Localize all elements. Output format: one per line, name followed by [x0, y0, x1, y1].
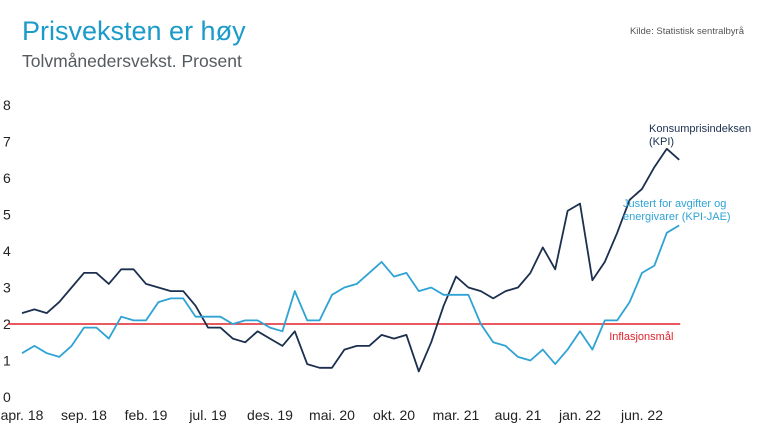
x-tick-label: okt. 20 — [373, 407, 415, 423]
x-tick-label: apr. 18 — [1, 407, 44, 423]
y-tick-label: 2 — [3, 316, 11, 332]
y-tick-label: 5 — [3, 207, 11, 223]
x-tick-label: sep. 18 — [61, 407, 107, 423]
y-tick-label: 7 — [3, 134, 11, 150]
chart-subtitle: Tolvmånedersvekst. Prosent — [22, 51, 242, 71]
y-tick-label: 4 — [3, 243, 11, 259]
x-tick-label: jun. 22 — [620, 407, 663, 423]
source-label: Kilde: Statistisk sentralbyrå — [629, 26, 744, 37]
inflation-target-label: Inflasjonsmål — [609, 331, 673, 343]
y-tick-label: 6 — [3, 170, 11, 186]
y-tick-label: 8 — [3, 97, 11, 113]
x-tick-label: mar. 21 — [433, 407, 480, 423]
kpi-series-label-line: (KPI) — [649, 136, 674, 148]
kpi-jae-series-label: Justert for avgifter og energivarer (KPI-… — [623, 198, 731, 223]
chart-title: Prisveksten er høy — [22, 16, 246, 46]
y-tick-label: 1 — [3, 353, 11, 369]
kpi-jae-series-label-line: Justert for avgifter og — [623, 198, 726, 210]
y-tick-label: 3 — [3, 280, 11, 296]
kpi-jae-series-line — [21, 224, 680, 365]
kpi-series-line — [21, 147, 680, 373]
x-tick-label: aug. 21 — [495, 407, 542, 423]
kpi-series-label: Konsumprisindeksen (KPI) — [649, 123, 751, 148]
x-tick-label: mai. 20 — [309, 407, 355, 423]
kpi-series-label-line: Konsumprisindeksen — [649, 123, 751, 135]
kpi-jae-series-label-line: energivarer (KPI-JAE) — [623, 211, 731, 223]
y-tick-label: 0 — [3, 389, 11, 405]
x-tick-label: jul. 19 — [188, 407, 227, 423]
x-tick-label: des. 19 — [247, 407, 293, 423]
x-tick-label: feb. 19 — [125, 407, 168, 423]
x-tick-label: jan. 22 — [558, 407, 601, 423]
